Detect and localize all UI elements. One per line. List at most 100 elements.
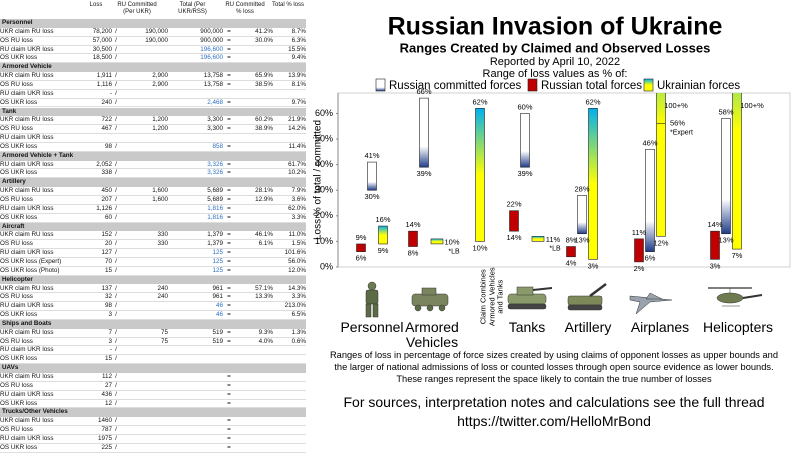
section-header: UAVs — [0, 364, 306, 373]
low-label: 39% — [517, 169, 532, 178]
table-cell: 61.7% — [288, 160, 306, 168]
legend-swatch — [643, 78, 654, 92]
table-cell: / — [115, 187, 117, 195]
table-cell: OS UKR loss (Expert) — [0, 257, 62, 265]
table-cell: RU claim UKR loss — [0, 434, 54, 442]
table-row: UKR claim RU loss 7/ 75 519 = 9.3% 1.3% — [0, 329, 306, 338]
table-row: OS RU loss 1,116/ 2,900 13,758 = 38.5% 8.1% — [0, 81, 306, 90]
table-cell: 3,300 — [207, 125, 223, 133]
table-cell: 450 — [101, 187, 112, 195]
table-cell: 3.3% — [291, 293, 306, 301]
table-cell: RU claim UKR loss — [0, 45, 54, 53]
high-label: 58% — [718, 108, 733, 117]
high-label: 66% — [416, 87, 431, 96]
table-cell: 2,052 — [96, 160, 112, 168]
table-cell: 8.1% — [291, 80, 306, 88]
table-row: UKR claim RU loss 722/ 1,200 3,300 = 60.2% 21.… — [0, 116, 306, 126]
table-cell: OS RU loss — [0, 36, 33, 44]
table-cell: 27 — [104, 381, 112, 389]
table-row: UKR claim RU loss 112/ = — [0, 373, 306, 382]
low-label: 13% — [574, 236, 589, 245]
high-label: 14% — [405, 220, 420, 229]
legend-label: Russian committed forces — [389, 80, 522, 92]
range-bar — [356, 243, 366, 252]
table-cell: 1,126 — [96, 204, 112, 212]
table-cell: 5,689 — [207, 196, 223, 203]
table-row: RU claim UKR loss 436/ = — [0, 391, 306, 400]
table-cell: 13,758 — [203, 72, 223, 80]
table-cell: / — [115, 54, 117, 62]
table-row: OS UKR loss 15/ — [0, 355, 306, 365]
table-cell: = — [227, 54, 231, 62]
column-header: Total (Per UKR/RSS) — [178, 2, 207, 15]
table-row: OS UKR loss 98/ 858 = 11.4% — [0, 143, 306, 152]
table-row: OS RU loss 207/ 1,600 5,689 = 12.9% 3.6% — [0, 196, 306, 205]
table-cell: 152 — [101, 231, 112, 239]
table-cell: / — [115, 98, 117, 106]
table-cell: 18,500 — [92, 54, 112, 62]
table-cell: 20 — [104, 240, 112, 248]
low-label: 6% — [645, 254, 656, 263]
table-cell: OS RU loss — [0, 337, 33, 345]
table-cell: / — [115, 45, 117, 53]
table-cell: / — [115, 36, 117, 44]
table-row: UKR claim RU loss 137/ 240 961 = 57.1% 14.3% — [0, 285, 306, 294]
section-header: Personnel — [0, 19, 306, 28]
table-cell: = — [227, 399, 231, 407]
column-header: Total % loss — [271, 2, 304, 8]
table-cell: 46.1% — [255, 231, 273, 239]
table-cell: 190,000 — [145, 36, 168, 44]
loss-table: Loss RU Committed (Per UKR) Total (Per UKR… — [0, 0, 306, 456]
table-cell: 70 — [104, 257, 112, 265]
table-cell: = — [227, 443, 231, 451]
table-cell: / — [115, 89, 117, 97]
table-cell: OS RU loss — [0, 293, 33, 301]
table-cell: 225 — [101, 443, 112, 451]
table-cell: = — [227, 328, 231, 336]
table-cell: = — [227, 169, 231, 177]
table-cell: OS RU loss — [0, 80, 33, 88]
table-cell: = — [227, 98, 231, 106]
high-label: 9% — [356, 233, 367, 242]
y-tick-label: 60% — [315, 108, 333, 118]
table-cell: / — [115, 257, 117, 265]
low-label: 9% — [378, 246, 389, 255]
table-cell: = — [227, 240, 231, 248]
table-cell: = — [227, 27, 231, 35]
table-cell: 1,911 — [96, 72, 112, 80]
high-label: 16% — [375, 215, 390, 224]
low-label: 30% — [364, 192, 379, 201]
low-label: 14% — [506, 233, 521, 242]
table-cell: 330 — [157, 231, 168, 239]
table-cell: 11.0% — [288, 231, 306, 239]
table-cell: 46 — [215, 302, 223, 310]
y-tick-label: 20% — [315, 210, 333, 220]
table-cell: UKR claim RU loss — [0, 417, 54, 425]
table-cell: = — [227, 257, 231, 265]
table-cell: = — [227, 116, 231, 124]
low-label: 8% — [408, 249, 419, 258]
table-cell: 1,200 — [152, 116, 168, 124]
table-cell: = — [227, 72, 231, 80]
high-label: 100+% — [664, 101, 688, 110]
table-cell: 900,000 — [200, 36, 223, 44]
table-cell: 7 — [108, 328, 112, 336]
table-cell: 3 — [108, 337, 112, 345]
table-cell: 56.0% — [288, 257, 306, 265]
table-cell: 57,000 — [92, 36, 112, 44]
table-cell: = — [227, 125, 231, 133]
high-label: 60% — [517, 102, 532, 111]
table-cell: 60.2% — [255, 116, 273, 124]
table-row: RU claim UKR loss — [0, 134, 306, 143]
table-cell: 961 — [212, 293, 223, 301]
table-cell: 1.3% — [291, 328, 306, 336]
table-cell: / — [115, 302, 117, 310]
table-cell: UKR claim RU loss — [0, 72, 54, 80]
table-cell: 137 — [101, 284, 112, 292]
chart-title: Russian Invasion of Ukraine — [388, 13, 723, 41]
table-cell: 9.3% — [258, 328, 273, 336]
table-cell: 9.7% — [291, 98, 306, 106]
table-cell: = — [227, 293, 231, 301]
table-cell: UKR claim RU loss — [0, 231, 54, 239]
description: Ranges of loss in percentage of force si… — [329, 350, 779, 384]
